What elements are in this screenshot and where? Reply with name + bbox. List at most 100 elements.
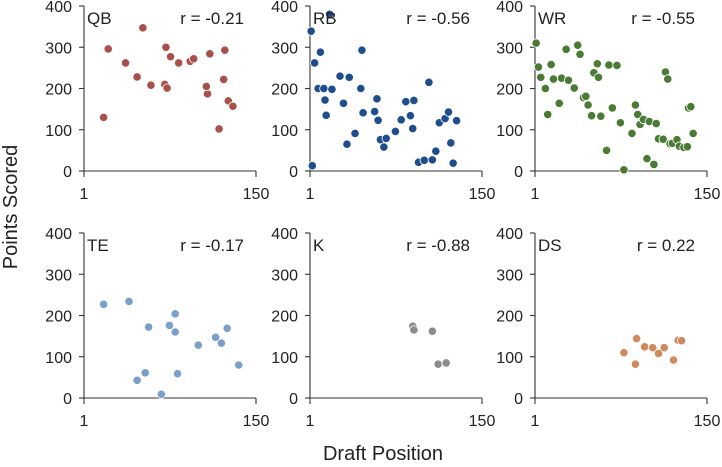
ds-y-tick-label: 200 xyxy=(496,309,523,326)
k-data-point xyxy=(427,326,437,336)
qb-y-tick-label: 200 xyxy=(45,82,72,99)
ds-x-tick-label: 150 xyxy=(694,413,721,430)
k-y-tick-label: 300 xyxy=(271,267,298,284)
wr-data-point xyxy=(548,74,559,84)
wr-data-point xyxy=(688,128,698,139)
rb-data-point xyxy=(446,138,456,148)
wr-panel-title: WR xyxy=(538,9,566,28)
k-x-tick-label: 150 xyxy=(469,413,496,430)
rb-data-point xyxy=(370,107,380,117)
wr-data-point xyxy=(615,118,626,128)
wr-data-point xyxy=(533,62,544,72)
qb-data-point xyxy=(202,89,213,99)
rb-data-point xyxy=(419,155,429,165)
rb-data-point xyxy=(373,115,383,125)
rb-data-point xyxy=(306,26,316,36)
wr-data-point xyxy=(607,103,617,113)
te-data-point xyxy=(210,332,221,342)
te-y-tick-label: 100 xyxy=(45,350,72,367)
wr-data-point xyxy=(619,165,629,175)
wr-data-point xyxy=(686,102,696,112)
wr-data-point xyxy=(543,109,553,120)
wr-data-point xyxy=(601,145,612,155)
te-panel-title: TE xyxy=(87,236,109,255)
te-y-tick-label: 300 xyxy=(45,267,72,284)
rb-y-tick-label: 300 xyxy=(271,40,298,57)
wr-data-point xyxy=(658,134,668,144)
wr-data-point xyxy=(581,91,591,101)
ds-data-point xyxy=(677,336,687,346)
wr-data-point xyxy=(592,59,602,69)
k-y-tick-label: 400 xyxy=(271,226,298,243)
wr-data-point xyxy=(583,100,593,110)
y-axis-title: Points Scored xyxy=(0,145,22,270)
rb-data-point xyxy=(321,110,331,120)
wr-data-point xyxy=(630,100,641,110)
rb-data-point xyxy=(427,155,437,165)
wr-data-point xyxy=(682,142,692,152)
rb-data-point xyxy=(356,83,366,94)
qb-data-point xyxy=(99,112,109,122)
wr-data-point xyxy=(536,72,546,82)
rb-data-point xyxy=(344,72,354,82)
te-data-point xyxy=(170,327,180,337)
ds-data-point xyxy=(648,343,658,353)
te-y-tick-label: 0 xyxy=(63,391,72,408)
te-correlation-label: r = -0.17 xyxy=(180,236,244,255)
te-data-point xyxy=(222,323,232,333)
rb-y-tick-label: 0 xyxy=(289,164,298,181)
rb-data-point xyxy=(320,95,330,105)
wr-correlation-label: r = -0.55 xyxy=(631,9,695,28)
k-y-tick-label: 100 xyxy=(271,350,298,367)
rb-x-tick-label: 1 xyxy=(306,186,315,203)
qb-data-point xyxy=(103,44,113,54)
rb-data-point xyxy=(325,9,335,19)
te-data-point xyxy=(99,299,109,309)
k-y-tick-label: 200 xyxy=(271,309,298,326)
rb-y-tick-label: 100 xyxy=(271,123,298,140)
wr-y-tick-label: 100 xyxy=(496,123,523,140)
rb-data-point xyxy=(405,111,416,121)
te-data-point xyxy=(216,338,226,348)
wr-y-tick-label: 300 xyxy=(496,40,523,57)
wr-data-point xyxy=(612,60,622,71)
ds-data-point xyxy=(619,348,629,358)
ds-correlation-label: r = 0.22 xyxy=(637,236,695,255)
wr-data-point xyxy=(586,111,597,121)
wr-data-point xyxy=(569,83,579,93)
wr-data-point xyxy=(575,49,585,59)
rb-data-point xyxy=(448,158,458,168)
qb-data-point xyxy=(219,74,229,85)
rb-y-tick-label: 200 xyxy=(271,82,298,99)
te-x-tick-label: 150 xyxy=(243,413,270,430)
wr-data-point xyxy=(540,83,550,94)
te-data-point xyxy=(234,360,244,370)
qb-panel-title: QB xyxy=(87,9,112,28)
rb-data-point xyxy=(390,126,401,136)
te-y-tick-label: 200 xyxy=(45,309,72,326)
wr-data-point xyxy=(663,74,673,84)
ds-data-point xyxy=(653,348,664,359)
wr-data-point xyxy=(651,118,661,129)
ds-y-tick-label: 400 xyxy=(496,226,523,243)
wr-data-point xyxy=(563,75,574,85)
wr-data-point xyxy=(596,111,606,121)
qb-y-tick-label: 300 xyxy=(45,40,72,57)
wr-y-tick-label: 200 xyxy=(496,82,523,99)
rb-data-point xyxy=(342,139,352,149)
wr-data-point xyxy=(627,128,637,139)
ds-data-point xyxy=(631,333,642,344)
te-y-tick-label: 400 xyxy=(45,226,72,243)
wr-data-point xyxy=(573,40,583,50)
qb-data-point xyxy=(228,101,238,111)
rb-data-point xyxy=(338,98,349,108)
te-data-point xyxy=(132,375,142,385)
qb-y-tick-label: 100 xyxy=(45,123,72,140)
rb-data-point xyxy=(315,47,325,57)
rb-data-point xyxy=(357,45,367,55)
qb-y-tick-label: 400 xyxy=(45,0,72,16)
rb-correlation-label: r = -0.56 xyxy=(406,9,470,28)
te-data-point xyxy=(164,320,175,330)
